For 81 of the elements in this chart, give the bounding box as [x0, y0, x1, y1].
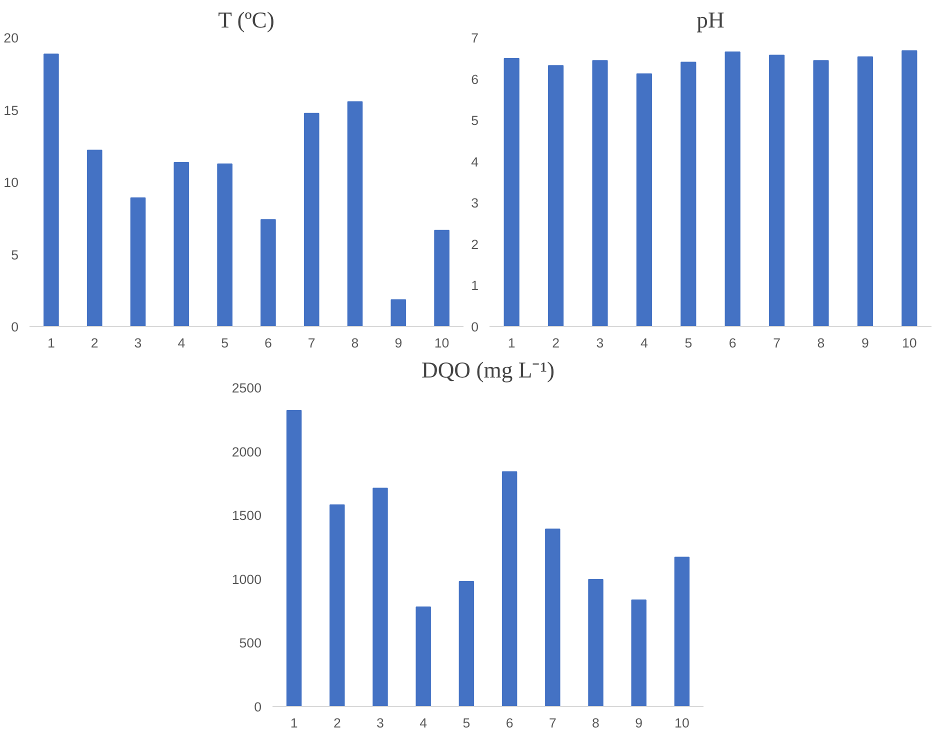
bar: [813, 60, 829, 326]
bar: [304, 112, 320, 326]
y-tick-label: 0: [471, 320, 479, 334]
bar: [631, 599, 646, 706]
x-tick-label: 8: [351, 336, 359, 350]
bar: [592, 60, 608, 326]
bar: [902, 50, 918, 326]
x-tick-label: 4: [178, 336, 186, 350]
x-tick-label: 4: [420, 716, 428, 730]
y-tick-label: 6: [471, 72, 479, 87]
x-tick-label: 9: [861, 336, 869, 350]
y-tick-label: 1000: [232, 572, 262, 587]
bar: [636, 73, 652, 326]
x-tick-label: 10: [902, 336, 917, 350]
bar: [174, 162, 190, 326]
x-tick-label: 7: [548, 716, 556, 730]
chart-title: T (ºC): [218, 8, 274, 32]
x-tick-label: 4: [640, 336, 648, 350]
y-tick-label: 10: [4, 175, 19, 190]
bar: [260, 219, 276, 326]
bar: [458, 580, 474, 706]
x-tick-label: 6: [728, 336, 736, 350]
x-tick-label: 3: [596, 336, 604, 350]
bar: [680, 62, 696, 326]
bar: [347, 101, 363, 326]
bar: [857, 56, 873, 326]
x-tick-label: 6: [264, 336, 272, 350]
y-tick-label: 2500: [232, 380, 262, 396]
x-tick-label: 8: [817, 336, 825, 350]
x-tick-label: 1: [290, 716, 298, 730]
y-tick-label: 4: [471, 154, 480, 170]
x-tick-label: 6: [506, 716, 514, 730]
x-tick-label: 1: [47, 336, 55, 350]
x-tick-label: 1: [508, 336, 516, 350]
x-tick-label: 3: [134, 336, 142, 350]
x-tick-label: 8: [592, 716, 600, 730]
bar: [217, 163, 232, 326]
x-tick-label: 2: [333, 716, 341, 730]
y-tick-label: 1500: [232, 508, 262, 524]
y-tick-label: 3: [471, 196, 479, 211]
bar: [545, 528, 560, 706]
x-tick-label: 10: [674, 716, 690, 730]
x-tick-label: 5: [684, 336, 692, 350]
bar: [504, 58, 520, 326]
y-tick-label: 15: [4, 102, 19, 118]
bar: [44, 54, 59, 326]
x-tick-label: 7: [773, 336, 781, 350]
y-tick-label: 0: [254, 700, 262, 714]
y-tick-label: 500: [239, 636, 262, 651]
bar: [416, 606, 431, 706]
x-tick-label: 3: [376, 716, 384, 730]
bar: [548, 65, 564, 326]
y-tick-label: 2: [471, 236, 479, 252]
bar: [86, 150, 102, 326]
y-tick-label: 20: [4, 30, 19, 46]
x-tick-label: 10: [434, 336, 450, 350]
chart-title: pH: [696, 8, 724, 32]
bar: [330, 504, 345, 706]
x-tick-label: 2: [90, 336, 98, 350]
bar: [674, 556, 690, 706]
chart-title: DQO (mg L⁻¹): [421, 358, 555, 382]
x-tick-label: 9: [635, 716, 643, 730]
bar: [390, 299, 406, 326]
x-tick-label: 7: [308, 336, 316, 350]
y-tick-label: 2000: [232, 444, 262, 460]
bar: [724, 51, 740, 326]
x-tick-label: 2: [552, 336, 560, 350]
bar: [286, 410, 302, 706]
x-tick-label: 5: [221, 336, 229, 350]
bar: [769, 54, 785, 326]
bar: [130, 197, 146, 326]
bar: [372, 488, 388, 706]
y-tick-label: 0: [11, 320, 19, 334]
bar: [502, 471, 518, 706]
y-tick-label: 1: [471, 278, 479, 294]
y-tick-label: 5: [471, 113, 479, 128]
bar: [434, 230, 450, 326]
bar: [588, 579, 604, 706]
y-tick-label: 5: [11, 247, 19, 262]
x-tick-label: 9: [394, 336, 402, 350]
y-tick-label: 7: [471, 30, 479, 46]
